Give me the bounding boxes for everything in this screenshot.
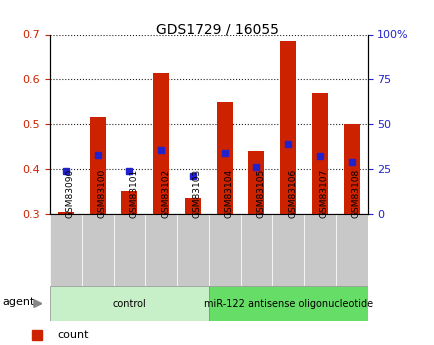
Text: GSM83107: GSM83107	[319, 168, 328, 218]
Bar	[58, 212, 74, 214]
Text: control: control	[112, 299, 146, 308]
Text: GSM83102: GSM83102	[161, 168, 170, 218]
Bar	[208, 214, 240, 286]
Bar	[145, 214, 177, 286]
Text: GSM83104: GSM83104	[224, 168, 233, 218]
Bar	[311, 93, 327, 214]
Bar	[335, 214, 367, 286]
Bar	[50, 286, 208, 321]
Text: count: count	[57, 330, 88, 340]
Text: GSM83100: GSM83100	[98, 168, 106, 218]
Text: GDS1729 / 16055: GDS1729 / 16055	[156, 22, 278, 37]
Text: GSM83106: GSM83106	[288, 168, 296, 218]
Bar	[89, 117, 105, 214]
Text: agent: agent	[3, 297, 35, 307]
Bar	[82, 214, 113, 286]
Bar	[184, 198, 201, 214]
Text: GSM83101: GSM83101	[129, 168, 138, 218]
Bar	[279, 41, 296, 214]
Bar	[216, 102, 232, 214]
Text: GSM83108: GSM83108	[351, 168, 360, 218]
Bar	[248, 151, 264, 214]
Text: GSM83105: GSM83105	[256, 168, 265, 218]
Bar	[113, 214, 145, 286]
Bar	[240, 214, 272, 286]
Bar	[303, 214, 335, 286]
Text: GSM83090: GSM83090	[66, 168, 75, 218]
Bar	[121, 191, 137, 214]
Text: GSM83103: GSM83103	[193, 168, 201, 218]
Bar	[343, 124, 359, 214]
Bar	[50, 214, 82, 286]
Bar	[272, 214, 303, 286]
Text: miR-122 antisense oligonucleotide: miR-122 antisense oligonucleotide	[203, 299, 372, 308]
Bar	[153, 73, 169, 214]
Bar	[177, 214, 208, 286]
Bar	[208, 286, 367, 321]
